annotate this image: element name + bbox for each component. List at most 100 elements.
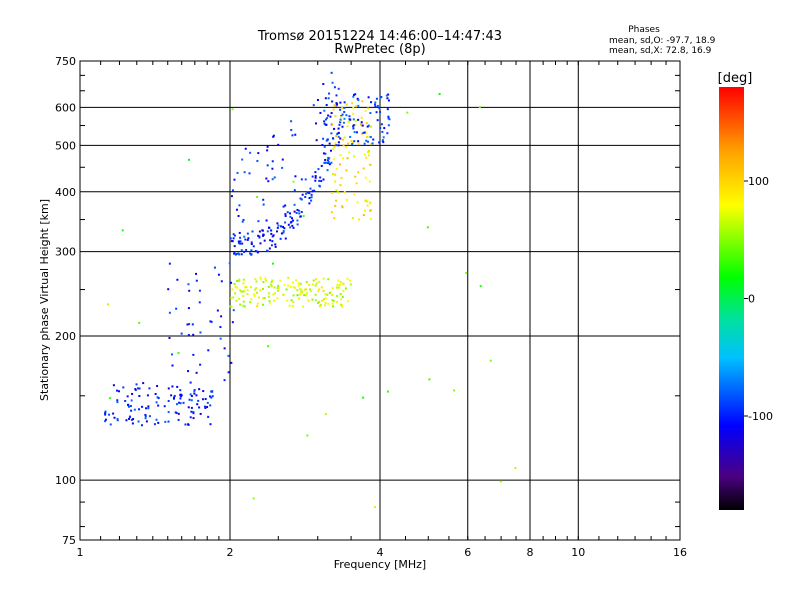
data-point — [295, 211, 298, 214]
data-point — [154, 392, 157, 395]
data-point — [217, 273, 220, 276]
data-point — [277, 289, 280, 292]
data-point — [338, 123, 341, 126]
data-point — [478, 106, 481, 109]
data-point — [233, 234, 236, 237]
data-point — [170, 353, 173, 356]
data-point — [310, 193, 313, 196]
data-point — [328, 292, 331, 295]
data-point — [365, 132, 368, 135]
data-point — [234, 292, 237, 295]
data-point — [371, 142, 374, 145]
data-point — [211, 390, 214, 393]
data-point — [381, 139, 384, 142]
data-point — [188, 323, 191, 326]
data-point — [293, 210, 296, 213]
data-point — [438, 92, 441, 95]
data-point — [294, 286, 297, 289]
data-point — [336, 103, 339, 106]
data-point — [335, 94, 338, 97]
data-point — [312, 279, 315, 282]
data-point — [311, 190, 314, 193]
data-point — [304, 294, 307, 297]
data-point — [346, 125, 349, 128]
data-point — [219, 326, 222, 329]
data-point — [177, 418, 180, 421]
x-tick-labels: 1 2 4 6 8 10 16 — [77, 546, 688, 559]
data-point — [326, 117, 329, 120]
data-point — [289, 212, 292, 215]
data-point — [332, 158, 335, 161]
data-point — [116, 401, 119, 404]
data-point — [195, 371, 198, 374]
data-point — [320, 286, 323, 289]
data-point — [318, 179, 321, 182]
data-point — [319, 111, 322, 114]
data-point — [256, 251, 259, 254]
data-point — [199, 363, 202, 366]
data-point — [367, 124, 370, 127]
data-point — [189, 381, 192, 384]
data-point — [179, 389, 182, 392]
data-point — [282, 230, 285, 233]
data-point — [127, 405, 130, 408]
data-point — [135, 383, 138, 386]
data-point — [284, 204, 287, 207]
data-point — [296, 208, 299, 211]
data-point — [345, 103, 348, 106]
data-point — [245, 248, 248, 251]
data-point — [108, 413, 111, 416]
data-point — [354, 120, 357, 123]
data-point — [325, 104, 328, 107]
data-point — [322, 152, 325, 155]
data-point — [334, 142, 337, 145]
data-point — [211, 395, 214, 398]
data-point — [315, 278, 318, 281]
data-point — [309, 187, 312, 190]
data-point — [227, 371, 230, 374]
data-point — [193, 392, 196, 395]
data-point — [341, 206, 344, 209]
x-tick-label: 1 — [77, 546, 84, 559]
data-point — [337, 279, 340, 282]
data-point — [239, 236, 242, 239]
data-point — [268, 292, 271, 295]
data-point — [267, 180, 270, 183]
data-point — [167, 387, 170, 390]
data-point — [331, 302, 334, 305]
data-point — [157, 404, 160, 407]
data-point — [348, 151, 351, 154]
data-point — [239, 303, 242, 306]
data-point — [406, 111, 409, 114]
data-point — [270, 244, 273, 247]
data-point — [336, 294, 339, 297]
data-point — [288, 304, 291, 307]
data-point — [283, 227, 286, 230]
data-point — [256, 159, 259, 162]
data-point — [246, 232, 249, 235]
data-point — [270, 229, 273, 232]
data-point — [300, 290, 303, 293]
data-point — [250, 242, 253, 245]
data-point — [293, 203, 296, 206]
data-point — [325, 139, 328, 142]
data-point — [305, 293, 308, 296]
data-point — [237, 242, 240, 245]
data-point — [359, 123, 362, 126]
data-point — [268, 300, 271, 303]
data-point — [328, 142, 331, 145]
data-point — [286, 211, 289, 214]
data-point — [242, 218, 245, 221]
data-point — [352, 127, 355, 130]
data-point — [333, 104, 336, 107]
data-point — [233, 252, 236, 255]
data-point — [356, 97, 359, 100]
data-point — [175, 307, 178, 310]
data-point — [164, 420, 167, 423]
data-point — [352, 124, 355, 127]
data-point — [343, 117, 346, 120]
data-point — [241, 158, 244, 161]
data-point — [179, 397, 182, 400]
x-tick-label: 2 — [227, 546, 234, 559]
data-point — [266, 145, 269, 148]
